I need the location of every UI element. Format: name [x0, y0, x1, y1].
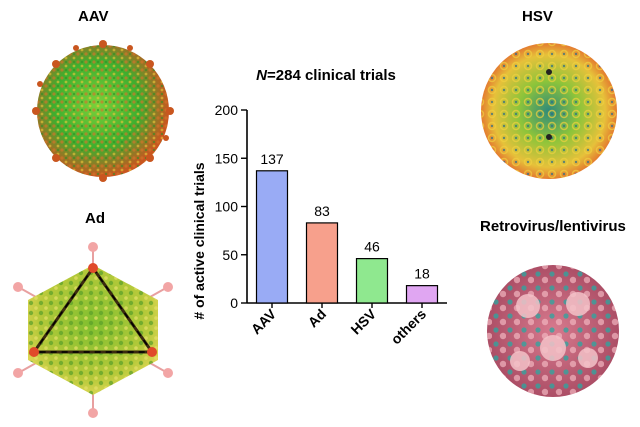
- y-tick-label: 100: [215, 199, 239, 215]
- label-ad: Ad: [85, 210, 105, 227]
- chart-x-labels: AAV Ad HSV others: [248, 303, 430, 348]
- chart-bars: [255, 170, 439, 304]
- y-tick-label: 150: [215, 150, 239, 166]
- hsv-capsid-image: [481, 43, 617, 179]
- y-tick-label: 0: [230, 295, 238, 311]
- value-label-others: 18: [414, 266, 430, 282]
- adenovirus-capsid-image: [13, 242, 173, 418]
- aav-capsid-image: [32, 40, 174, 182]
- retrovirus-capsid-image: [487, 265, 619, 397]
- y-axis-label: # of active clinical trials: [191, 162, 207, 319]
- bar-aav: [255, 170, 289, 304]
- chart-value-labels: 137 83 46 18: [260, 151, 430, 282]
- y-tick-label: 50: [222, 247, 238, 263]
- y-tick-label: 200: [215, 102, 239, 118]
- bar-ad: [305, 222, 339, 304]
- x-label-others: others: [388, 306, 430, 348]
- chart-ticks: 0 50 100 150 200: [215, 102, 247, 311]
- chart-title: N=284 clinical trials: [256, 67, 396, 84]
- x-label-hsv: HSV: [347, 305, 379, 337]
- bar-chart: N=284 clinical trials # of active clinic…: [191, 67, 447, 348]
- bar-others: [405, 285, 439, 304]
- value-label-hsv: 46: [364, 239, 380, 255]
- value-label-aav: 137: [260, 151, 284, 167]
- label-retrovirus: Retrovirus/lentivirus: [480, 218, 626, 235]
- x-label-ad: Ad: [305, 306, 330, 331]
- value-label-ad: 83: [314, 203, 330, 219]
- label-aav: AAV: [78, 8, 109, 25]
- label-hsv: HSV: [522, 8, 553, 25]
- x-label-aav: AAV: [248, 305, 280, 337]
- bar-hsv: [355, 258, 389, 304]
